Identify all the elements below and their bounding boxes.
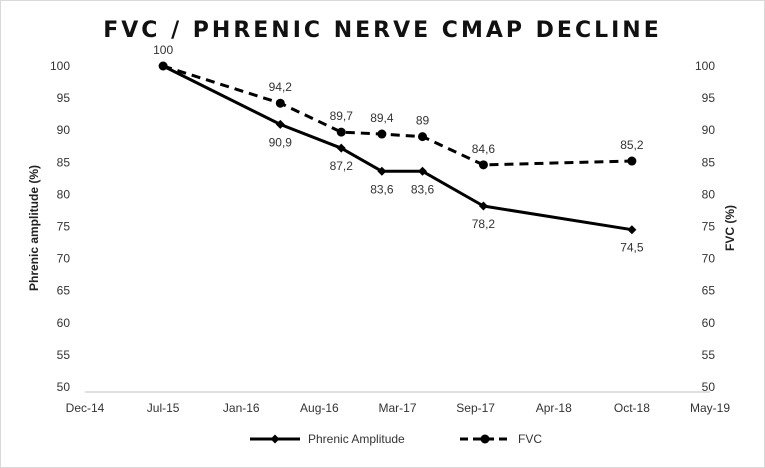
- right-y-tick-label: 95: [702, 91, 716, 105]
- left-y-tick-label: 100: [50, 59, 70, 73]
- legend-fvc-marker: [480, 434, 490, 444]
- data-labels: 90,9 87,2 83,6 83,6 78,2 74,5 100 94,2 89,7 89,4 8…: [153, 43, 644, 255]
- series-lines: [162, 64, 633, 232]
- series-markers: [158, 61, 637, 235]
- fvc-line: [162, 64, 632, 167]
- right-y-tick-label: 60: [702, 316, 716, 330]
- legend-phrenic-amplitude-label: Phrenic Amplitude: [308, 432, 405, 446]
- x-tick-label: Sep-17: [456, 401, 495, 415]
- fvc-marker: [336, 127, 346, 137]
- right-y-tick-label: 70: [702, 252, 716, 266]
- phrenic-amplitude-data-label: 78,2: [472, 217, 496, 231]
- left-y-tick-label: 65: [57, 284, 71, 298]
- fvc-data-label: 100: [153, 43, 173, 57]
- left-y-tick-label: 85: [57, 155, 71, 169]
- fvc-data-label: 89,4: [370, 111, 394, 125]
- right-y-tick-label: 100: [695, 59, 715, 73]
- fvc-marker: [158, 61, 168, 71]
- legend: Phrenic Amplitude FVC: [250, 432, 542, 446]
- x-tick-label: Mar-17: [378, 401, 416, 415]
- x-tick-label: Dec-14: [66, 401, 105, 415]
- phrenic-amplitude-marker: [627, 225, 637, 235]
- x-tick-label: Jan-16: [223, 401, 260, 415]
- left-y-tick-label: 95: [57, 91, 71, 105]
- left-y-axis-label: Phrenic amplitude (%): [27, 165, 41, 291]
- x-tick-label: Jul-15: [147, 401, 180, 415]
- x-axis-ticks: Dec-14 Jul-15 Jan-16 Aug-16 Mar-17 Sep-17 Apr-…: [66, 401, 731, 415]
- phrenic-amplitude-line: [162, 64, 633, 232]
- chart-title: FVC / PHRENIC NERVE CMAP DECLINE: [103, 18, 662, 43]
- fvc-data-label: 89,7: [330, 109, 354, 123]
- fvc-data-label: 84,6: [472, 142, 496, 156]
- phrenic-amplitude-data-label: 90,9: [269, 135, 293, 149]
- left-y-tick-label: 55: [57, 348, 71, 362]
- phrenic-amplitude-marker: [377, 166, 387, 176]
- left-y-tick-label: 50: [57, 380, 71, 394]
- x-tick-label: Oct-18: [614, 401, 650, 415]
- right-y-axis-ticks: 50 55 60 65 70 75 80 85 90 95 100: [695, 59, 715, 394]
- right-y-tick-label: 55: [702, 348, 716, 362]
- left-y-tick-label: 70: [57, 252, 71, 266]
- phrenic-amplitude-data-label: 83,6: [370, 182, 394, 196]
- phrenic-amplitude-data-label: 87,2: [330, 159, 354, 173]
- right-y-axis-label: FVC (%): [723, 205, 737, 251]
- phrenic-amplitude-marker: [336, 143, 346, 153]
- fvc-marker: [627, 156, 637, 166]
- phrenic-amplitude-marker: [478, 201, 488, 211]
- fvc-data-label: 85,2: [620, 138, 644, 152]
- fvc-marker: [377, 129, 387, 139]
- right-y-tick-label: 75: [702, 220, 716, 234]
- fvc-marker: [478, 160, 488, 170]
- left-y-tick-label: 80: [57, 187, 71, 201]
- x-tick-label: May-19: [690, 401, 730, 415]
- fvc-marker: [275, 98, 285, 108]
- left-y-axis-ticks: 50 55 60 65 70 75 80 85 90 95 100: [50, 59, 70, 394]
- fvc-data-label: 89: [416, 114, 430, 128]
- fvc-marker: [418, 132, 427, 142]
- right-y-tick-label: 80: [702, 187, 716, 201]
- phrenic-amplitude-data-label: 74,5: [620, 241, 644, 255]
- fvc-data-label: 94,2: [269, 80, 293, 94]
- left-y-tick-label: 90: [57, 123, 71, 137]
- right-y-tick-label: 50: [702, 380, 716, 394]
- x-tick-label: Aug-16: [300, 401, 339, 415]
- x-tick-label: Apr-18: [536, 401, 572, 415]
- left-y-tick-label: 60: [57, 316, 71, 330]
- right-y-tick-label: 65: [702, 284, 716, 298]
- phrenic-amplitude-data-label: 83,6: [411, 182, 435, 196]
- right-y-tick-label: 90: [702, 123, 716, 137]
- legend-fvc-label: FVC: [518, 432, 542, 446]
- legend-phrenic-amplitude-marker: [270, 434, 280, 444]
- left-y-tick-label: 75: [57, 220, 71, 234]
- phrenic-amplitude-marker: [275, 119, 285, 129]
- right-y-tick-label: 85: [702, 155, 716, 169]
- phrenic-amplitude-marker: [418, 166, 427, 176]
